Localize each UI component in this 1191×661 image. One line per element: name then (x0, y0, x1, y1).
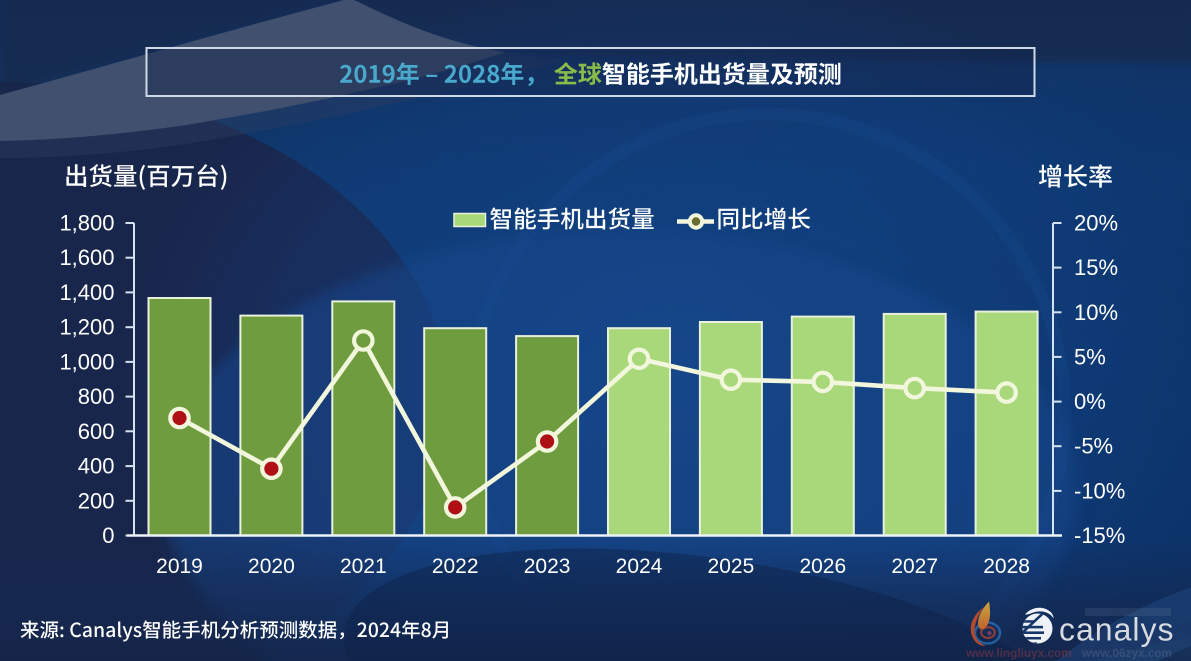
svg-text:2019: 2019 (156, 555, 203, 578)
svg-text:20%: 20% (1074, 211, 1118, 236)
svg-text:5%: 5% (1074, 344, 1106, 369)
svg-text:1,800: 1,800 (59, 211, 114, 236)
svg-text:0: 0 (102, 523, 114, 548)
svg-text:-10%: -10% (1074, 478, 1125, 503)
svg-text:0%: 0% (1074, 389, 1106, 414)
svg-text:1,400: 1,400 (59, 280, 114, 305)
svg-text:800: 800 (78, 384, 115, 409)
svg-text:2021: 2021 (340, 555, 387, 578)
svg-text:canalys: canalys (1059, 612, 1175, 648)
svg-text:400: 400 (78, 454, 115, 479)
svg-text:2026: 2026 (799, 555, 846, 578)
svg-text:2022: 2022 (432, 555, 479, 578)
svg-text:1,000: 1,000 (59, 349, 114, 374)
svg-text:www.06zyx.com: www.06zyx.com (1081, 646, 1172, 660)
svg-text:2020: 2020 (248, 555, 295, 578)
svg-text:2028: 2028 (983, 555, 1030, 578)
svg-text:2025: 2025 (708, 555, 755, 578)
svg-text:10%: 10% (1074, 300, 1118, 325)
svg-text:2027: 2027 (891, 555, 938, 578)
svg-text:1,200: 1,200 (59, 315, 114, 340)
svg-text:1,600: 1,600 (59, 245, 114, 270)
svg-text:15%: 15% (1074, 255, 1118, 280)
svg-text:600: 600 (78, 419, 115, 444)
svg-text:2023: 2023 (524, 555, 571, 578)
svg-text:2024: 2024 (616, 555, 663, 578)
svg-text:200: 200 (78, 488, 115, 513)
svg-text:-15%: -15% (1074, 523, 1125, 548)
svg-text:www.lingliuyx.com: www.lingliuyx.com (965, 646, 1072, 660)
svg-text:-5%: -5% (1074, 434, 1113, 459)
